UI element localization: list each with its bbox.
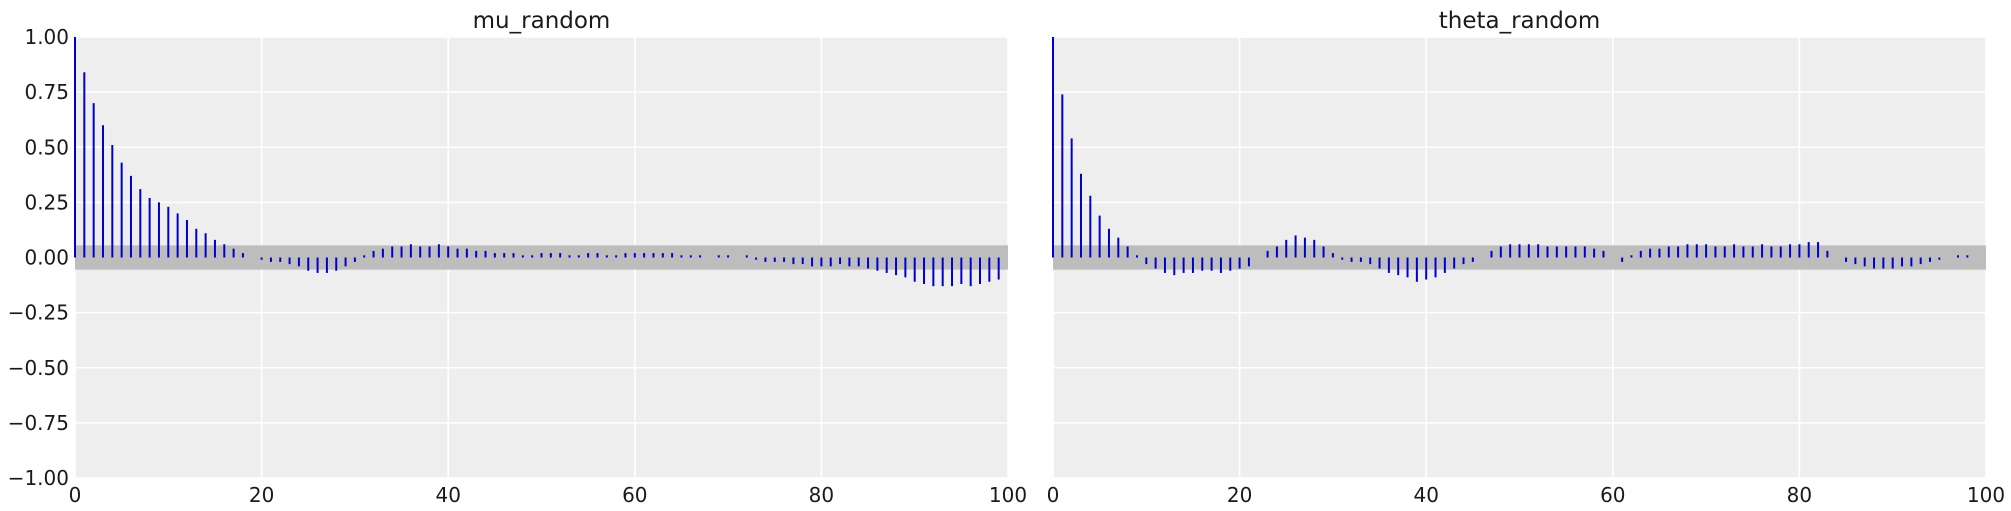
y-tick-label: 0.75 xyxy=(24,80,69,104)
x-tick-label: 60 xyxy=(1600,483,1625,507)
x-tick-label: 40 xyxy=(1413,483,1438,507)
x-tick-label: 40 xyxy=(435,483,460,507)
y-tick-label: 0.50 xyxy=(24,135,69,159)
y-tick-label: 0.00 xyxy=(24,246,69,270)
acf-panel-1: 0 20 40 60 80 100 1.00 0.75 0.50 0.25 0.00 −0.25 −0.… xyxy=(8,8,1027,507)
y-tick-label: −0.25 xyxy=(8,301,69,325)
y-tick-label: −0.50 xyxy=(8,356,69,380)
x-tick-label: 100 xyxy=(989,483,1027,507)
x-tick-label: 0 xyxy=(1047,483,1060,507)
x-tick-label: 60 xyxy=(622,483,647,507)
x-tick-label: 20 xyxy=(1227,483,1252,507)
x-tick-label: 0 xyxy=(69,483,82,507)
panel-title: mu_random xyxy=(473,8,611,34)
x-tick-label: 80 xyxy=(809,483,834,507)
y-tick-label: 1.00 xyxy=(24,25,69,49)
y-tick-label: −1.00 xyxy=(8,466,69,490)
panel-title: theta_random xyxy=(1439,8,1601,34)
y-tick-label: 0.25 xyxy=(24,190,69,214)
x-tick-label: 80 xyxy=(1787,483,1812,507)
y-tick-label: −0.75 xyxy=(8,411,69,435)
x-tick-label: 20 xyxy=(249,483,274,507)
acf-panel-2: 0 20 40 60 80 100 theta_random xyxy=(1047,8,2005,507)
x-tick-label: 100 xyxy=(1967,483,2005,507)
